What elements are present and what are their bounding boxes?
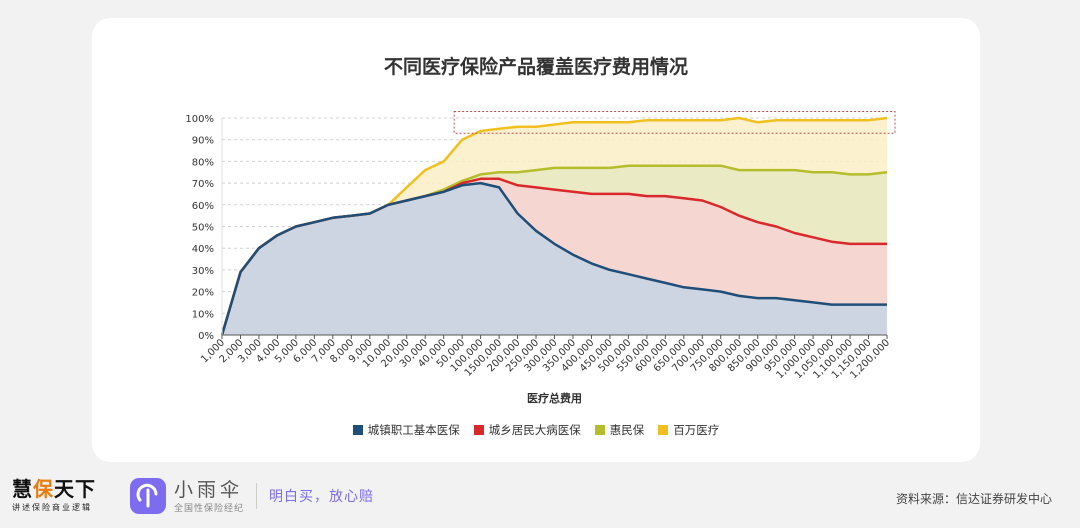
brand-divider <box>256 483 258 509</box>
brand-block: 小雨伞 全国性保险经纪 明白买，放心赔 <box>130 478 374 514</box>
y-tick-label: 40% <box>192 244 214 255</box>
chart-svg: 0%10%20%30%40%50%60%70%80%90%100%1,0002,… <box>185 110 896 405</box>
series-line-0 <box>220 181 887 336</box>
y-tick-label: 0% <box>198 331 214 342</box>
y-tick-label: 50% <box>192 223 214 234</box>
data-source: 资料来源：信达证券研发中心 <box>895 492 1052 506</box>
chart-title: 不同医疗保险产品覆盖医疗费用情况 <box>383 56 688 78</box>
legend-item: 惠民保 <box>594 422 645 438</box>
slogan: 明白买，放心赔 <box>269 489 375 505</box>
y-tick-label: 70% <box>192 179 214 190</box>
chart-legend: 城镇职工基本医保 城乡居民大病医保 惠民保 百万医疗 <box>92 422 980 438</box>
legend-swatch <box>594 425 605 435</box>
legend-label: 百万医疗 <box>673 423 720 437</box>
legend-label: 惠民保 <box>609 423 645 437</box>
logo-main-text: 慧保天下 <box>12 477 96 501</box>
y-tick-label: 30% <box>192 266 214 277</box>
huibao-logo: 慧保天下 讲述保险商业逻辑 <box>12 478 96 513</box>
legend-item: 城乡居民大病医保 <box>473 422 581 438</box>
legend-swatch <box>352 425 363 435</box>
legend-label: 城乡居民大病医保 <box>488 423 581 437</box>
chart-card: 不同医疗保险产品覆盖医疗费用情况 0% 10% 20% 30% 40% 50% 60% 70%… <box>92 18 980 462</box>
logo-sub-text: 讲述保险商业逻辑 <box>12 503 92 512</box>
area-0 <box>222 183 887 335</box>
y-tick-label: 60% <box>192 201 214 212</box>
y-tick-label: 100% <box>185 114 214 125</box>
umbrella-icon <box>130 478 166 514</box>
legend-item: 百万医疗 <box>658 422 719 438</box>
y-tick-label: 20% <box>192 288 214 299</box>
brand-text: 小雨伞 全国性保险经纪 <box>174 479 244 514</box>
y-tick-label: 10% <box>192 309 214 320</box>
legend-swatch <box>658 425 669 435</box>
legend-swatch <box>473 425 484 435</box>
legend-label: 城镇职工基本医保 <box>367 423 460 437</box>
legend-item: 城镇职工基本医保 <box>352 422 460 438</box>
y-tick-label: 80% <box>192 157 214 168</box>
y-tick-label: 90% <box>192 136 214 147</box>
highlight-box <box>453 110 896 134</box>
brand-name: 小雨伞 <box>174 478 244 501</box>
x-axis-label: 医疗总费用 <box>527 391 582 405</box>
brand-tagline: 全国性保险经纪 <box>174 503 245 514</box>
